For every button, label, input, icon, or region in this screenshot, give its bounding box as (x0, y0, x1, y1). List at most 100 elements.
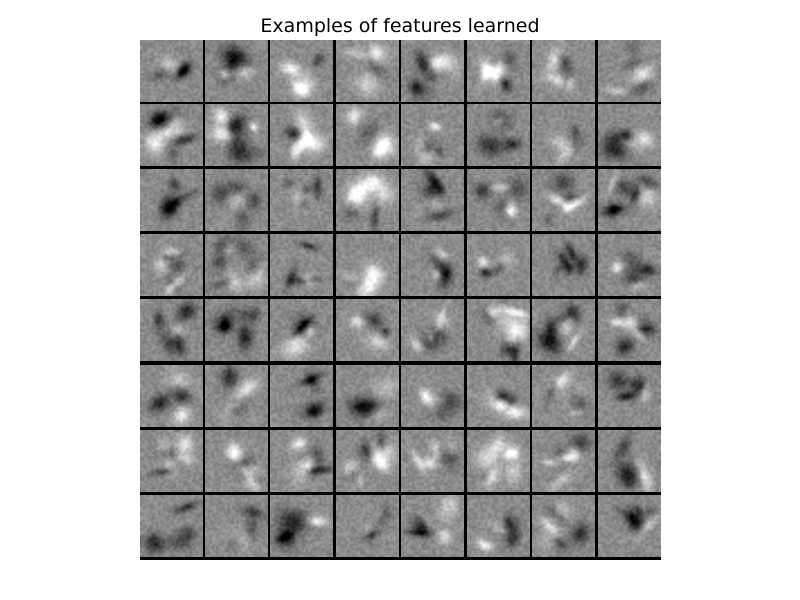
feature-tile (270, 234, 333, 296)
feature-image (401, 299, 464, 361)
feature-tile (140, 40, 203, 102)
feature-tile (401, 40, 464, 102)
feature-image (140, 169, 203, 231)
feature-tile (467, 299, 530, 361)
feature-image (401, 234, 464, 296)
feature-image (467, 169, 530, 231)
feature-image (401, 430, 464, 492)
feature-image (532, 104, 595, 166)
feature-tile (270, 299, 333, 361)
feature-tile (467, 234, 530, 296)
feature-tile (532, 495, 595, 557)
feature-image (140, 234, 203, 296)
feature-tile (205, 234, 268, 296)
feature-tile (598, 104, 661, 166)
feature-tile (336, 299, 399, 361)
feature-tile (467, 169, 530, 231)
feature-image (401, 365, 464, 427)
feature-tile (140, 299, 203, 361)
feature-tile (467, 365, 530, 427)
feature-image (140, 299, 203, 361)
feature-tile (401, 104, 464, 166)
feature-tile (336, 104, 399, 166)
feature-image (532, 365, 595, 427)
feature-tile (532, 40, 595, 102)
feature-image (336, 234, 399, 296)
feature-tile (270, 104, 333, 166)
feature-image (270, 299, 333, 361)
feature-tile (336, 40, 399, 102)
feature-tile (401, 299, 464, 361)
feature-tile (598, 365, 661, 427)
feature-tile (270, 169, 333, 231)
feature-tile (205, 365, 268, 427)
feature-image (467, 365, 530, 427)
feature-tile (140, 495, 203, 557)
feature-tile (401, 430, 464, 492)
feature-tile (532, 104, 595, 166)
feature-tile (205, 104, 268, 166)
feature-tile (401, 365, 464, 427)
feature-image (140, 40, 203, 102)
feature-image (467, 495, 530, 557)
feature-tile (467, 430, 530, 492)
feature-tile (401, 169, 464, 231)
feature-image (401, 495, 464, 557)
feature-image (205, 169, 268, 231)
feature-image (598, 495, 661, 557)
feature-tile (205, 169, 268, 231)
feature-image (598, 430, 661, 492)
feature-tile (598, 40, 661, 102)
feature-tile (401, 234, 464, 296)
feature-tile (205, 299, 268, 361)
feature-image (532, 495, 595, 557)
feature-tile (140, 234, 203, 296)
feature-tile (401, 495, 464, 557)
feature-image (401, 104, 464, 166)
feature-image (336, 104, 399, 166)
feature-image (598, 169, 661, 231)
feature-image (598, 104, 661, 166)
feature-image (467, 104, 530, 166)
feature-image (336, 495, 399, 557)
feature-image (270, 365, 333, 427)
feature-image (270, 169, 333, 231)
feature-image (270, 40, 333, 102)
feature-image (467, 299, 530, 361)
feature-image (467, 40, 530, 102)
feature-tile (140, 365, 203, 427)
feature-image (140, 430, 203, 492)
feature-tile (532, 169, 595, 231)
feature-tile (598, 430, 661, 492)
feature-tile (140, 104, 203, 166)
feature-tile (598, 169, 661, 231)
feature-image (532, 430, 595, 492)
feature-tile (270, 495, 333, 557)
feature-image (205, 104, 268, 166)
feature-image (598, 299, 661, 361)
feature-tile (205, 430, 268, 492)
feature-image (205, 430, 268, 492)
feature-image (270, 104, 333, 166)
feature-image (205, 495, 268, 557)
feature-tile (336, 430, 399, 492)
feature-image (598, 40, 661, 102)
feature-image (140, 495, 203, 557)
feature-image (336, 430, 399, 492)
feature-tile (532, 430, 595, 492)
feature-image (532, 234, 595, 296)
feature-tile (140, 430, 203, 492)
feature-tile (598, 299, 661, 361)
feature-image (270, 430, 333, 492)
feature-image (205, 40, 268, 102)
feature-image (140, 104, 203, 166)
feature-image (598, 234, 661, 296)
feature-image (467, 234, 530, 296)
feature-tile (205, 495, 268, 557)
feature-image (205, 299, 268, 361)
feature-image (467, 430, 530, 492)
feature-tile (532, 299, 595, 361)
feature-tile (598, 495, 661, 557)
feature-tile (467, 104, 530, 166)
feature-image (270, 234, 333, 296)
